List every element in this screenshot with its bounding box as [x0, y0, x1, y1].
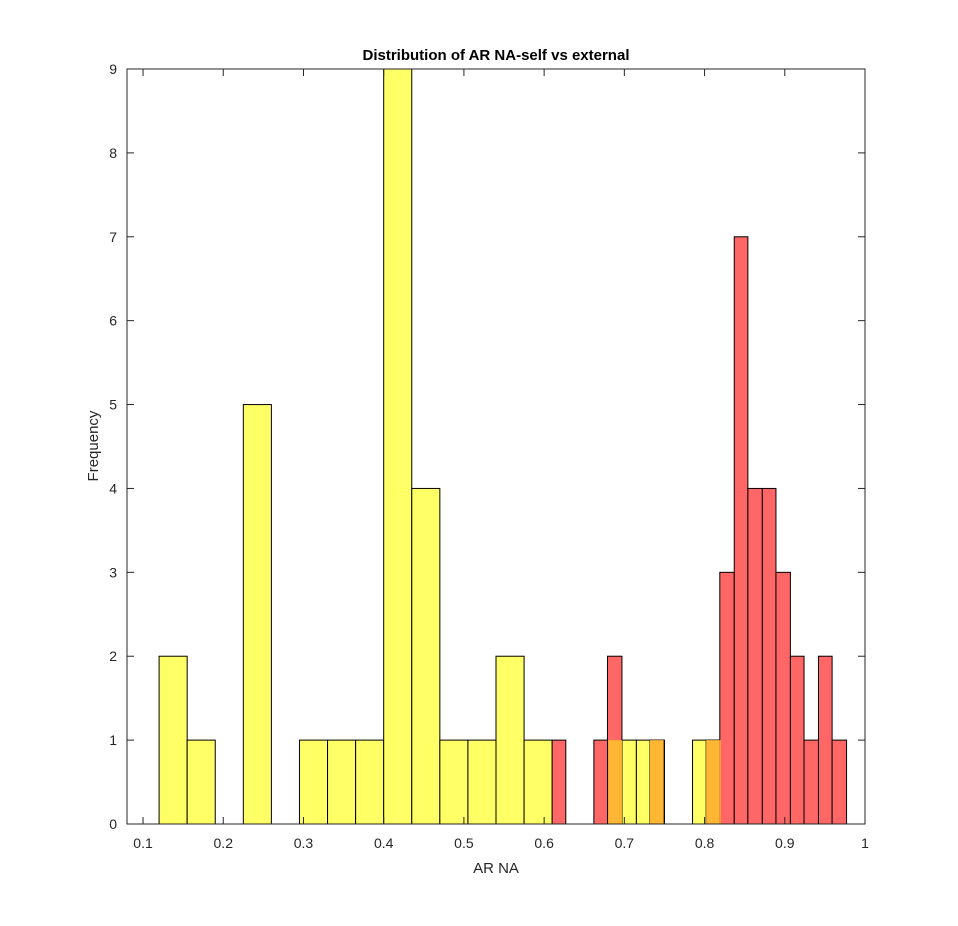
- x-tick-label-7: 0.8: [695, 835, 715, 851]
- y-tick-label-0: 0: [109, 816, 117, 832]
- x-tick-label-2: 0.3: [294, 835, 314, 851]
- bar-red-1: [593, 739, 609, 825]
- y-tick-label-9: 9: [109, 61, 117, 77]
- y-tick-label-5: 5: [109, 397, 117, 413]
- y-tick-label-7: 7: [109, 229, 117, 245]
- bar-overlap-2: [706, 740, 720, 824]
- x-tick-label-6: 0.7: [615, 835, 635, 851]
- bar-yellow-8: [439, 739, 469, 825]
- y-tick-label-8: 8: [109, 145, 117, 161]
- x-tick-label-8: 0.9: [775, 835, 795, 851]
- bar-yellow-3: [298, 739, 329, 825]
- bar-yellow-2: [242, 404, 272, 825]
- bar-yellow-7: [411, 487, 441, 825]
- chart-title: Distribution of AR NA-self vs external: [363, 47, 630, 64]
- x-tick-label-4: 0.5: [454, 835, 474, 851]
- ticks-group: 0.1 0.2 0.3 0.4 0.5 0.6 0.7 0.8 0.9 1 0 1 2 3 4 5 6 7 8 9: [109, 61, 869, 851]
- x-tick-label-5: 0.6: [534, 835, 554, 851]
- y-tick-label-4: 4: [109, 480, 117, 496]
- bar-red-5: [719, 571, 735, 825]
- bar-red-11: [803, 739, 819, 825]
- bar-overlap-0: [608, 740, 622, 824]
- bar-red-8: [761, 487, 777, 825]
- y-tick-label-1: 1: [109, 732, 117, 748]
- bars-group: [158, 68, 848, 825]
- y-tick-label-2: 2: [109, 648, 117, 664]
- bar-yellow-11: [523, 739, 553, 825]
- bar-yellow-9: [467, 739, 497, 825]
- y-axis-label: Frequency: [85, 410, 102, 481]
- bar-red-7: [747, 487, 763, 825]
- x-tick-label-1: 0.2: [214, 835, 234, 851]
- bar-yellow-6: [383, 68, 413, 825]
- x-tick-label-3: 0.4: [374, 835, 394, 851]
- bar-red-12: [817, 655, 833, 825]
- y-tick-label-3: 3: [109, 564, 117, 580]
- bar-red-10: [789, 655, 805, 825]
- bar-red-6: [733, 236, 749, 825]
- x-tick-label-0: 0.1: [133, 835, 153, 851]
- bar-yellow-5: [355, 739, 385, 825]
- axes-box: [126, 68, 866, 825]
- x-tick-label-9: 1: [861, 835, 869, 851]
- bar-red-13: [831, 739, 848, 825]
- x-axis-label: AR NA: [473, 860, 519, 877]
- bar-yellow-4: [327, 739, 357, 825]
- bar-red-9: [775, 571, 791, 825]
- bar-yellow-1: [186, 739, 216, 825]
- bar-overlap-3: [719, 740, 721, 824]
- bar-yellow-0: [158, 655, 188, 825]
- bar-yellow-10: [495, 655, 525, 825]
- y-tick-label-6: 6: [109, 313, 117, 329]
- bar-red-0: [551, 739, 567, 825]
- bar-overlap-1: [650, 740, 664, 824]
